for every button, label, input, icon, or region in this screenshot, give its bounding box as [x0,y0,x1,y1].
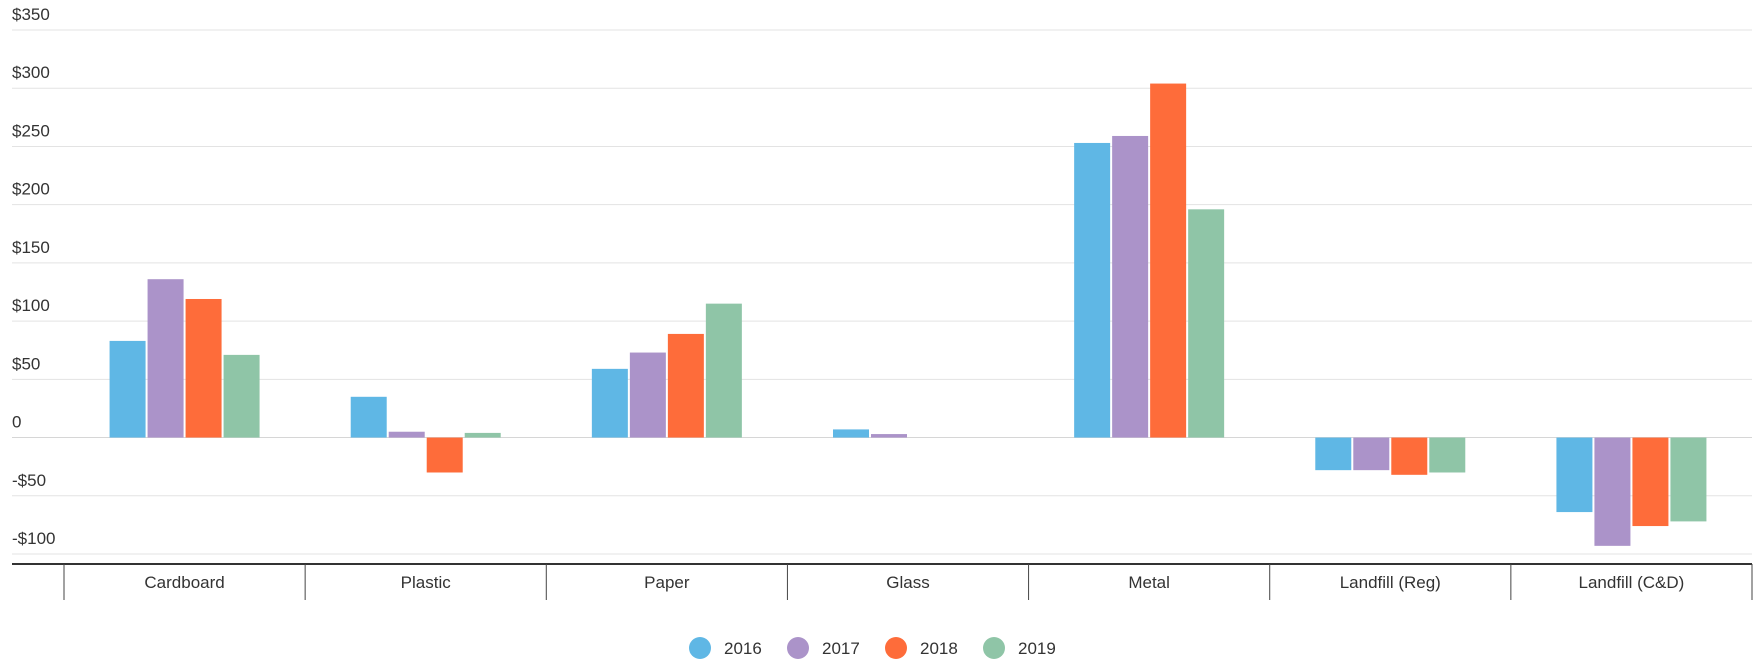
bar-2017-3[interactable] [871,434,907,438]
legend-swatch [689,637,711,659]
category-label: Plastic [401,573,452,592]
bar-2018-0[interactable] [185,298,222,438]
bar-2016-3[interactable] [833,429,869,438]
category-label: Landfill (C&D) [1579,573,1685,592]
bar-2017-5[interactable] [1353,437,1390,471]
legend-item-2018[interactable]: 2018 [885,637,958,659]
category-label: Metal [1128,573,1170,592]
y-tick-label: $250 [12,121,50,140]
bar-2016-2[interactable] [591,368,628,438]
y-tick-label: $300 [12,63,50,82]
bar-2019-5[interactable] [1429,437,1466,473]
category-label: Landfill (Reg) [1340,573,1441,592]
legend[interactable]: 2016 2017 2018 2019 [689,637,1056,659]
category-label: Cardboard [144,573,224,592]
y-tick-label: 0 [12,413,21,432]
bar-2019-2[interactable] [705,303,742,438]
bar-2019-0[interactable] [223,354,260,438]
bar-2018-5[interactable] [1391,437,1428,475]
bar-2017-0[interactable] [147,279,184,438]
gridlines [12,29,1752,555]
bar-2017-6[interactable] [1594,437,1631,546]
category-label: Paper [644,573,690,592]
bar-2017-1[interactable] [388,431,425,438]
bar-2017-4[interactable] [1112,135,1149,438]
bar-2018-1[interactable] [426,437,463,473]
category-label: Glass [886,573,929,592]
bar-2019-4[interactable] [1188,209,1225,438]
bar-2016-1[interactable] [350,396,387,438]
legend-label: 2019 [1018,639,1056,658]
bar-2016-4[interactable] [1074,142,1111,438]
bar-2016-6[interactable] [1556,437,1593,513]
legend-swatch [885,637,907,659]
bar-2016-0[interactable] [109,340,146,438]
legend-item-2016[interactable]: 2016 [689,637,762,659]
y-tick-label: -$100 [12,529,55,548]
bar-2019-6[interactable] [1670,437,1707,522]
bar-2018-2[interactable] [667,333,704,438]
legend-item-2019[interactable]: 2019 [983,637,1056,659]
x-axis-category-labels: Cardboard Plastic Paper Glass Metal Landfill … [144,573,1684,592]
bar-2017-2[interactable] [629,352,666,438]
bar-2019-1[interactable] [464,432,501,438]
y-tick-label: $200 [12,180,50,199]
legend-swatch [787,637,809,659]
y-tick-label: $150 [12,238,50,257]
x-axis [12,563,1753,600]
y-tick-label: $100 [12,296,50,315]
y-axis-tick-labels: $350 $300 $250 $200 $150 $100 $50 0 -$50 -$100 [12,5,55,548]
legend-swatch [983,637,1005,659]
legend-label: 2017 [822,639,860,658]
legend-label: 2018 [920,639,958,658]
y-tick-label: $50 [12,354,40,373]
bars [109,83,1707,546]
bar-2018-6[interactable] [1632,437,1669,527]
bar-2016-5[interactable] [1315,437,1352,471]
legend-item-2017[interactable]: 2017 [787,637,860,659]
legend-label: 2016 [724,639,762,658]
y-tick-label: -$50 [12,471,46,490]
bar-2018-4[interactable] [1150,83,1187,438]
y-tick-label: $350 [12,5,50,24]
